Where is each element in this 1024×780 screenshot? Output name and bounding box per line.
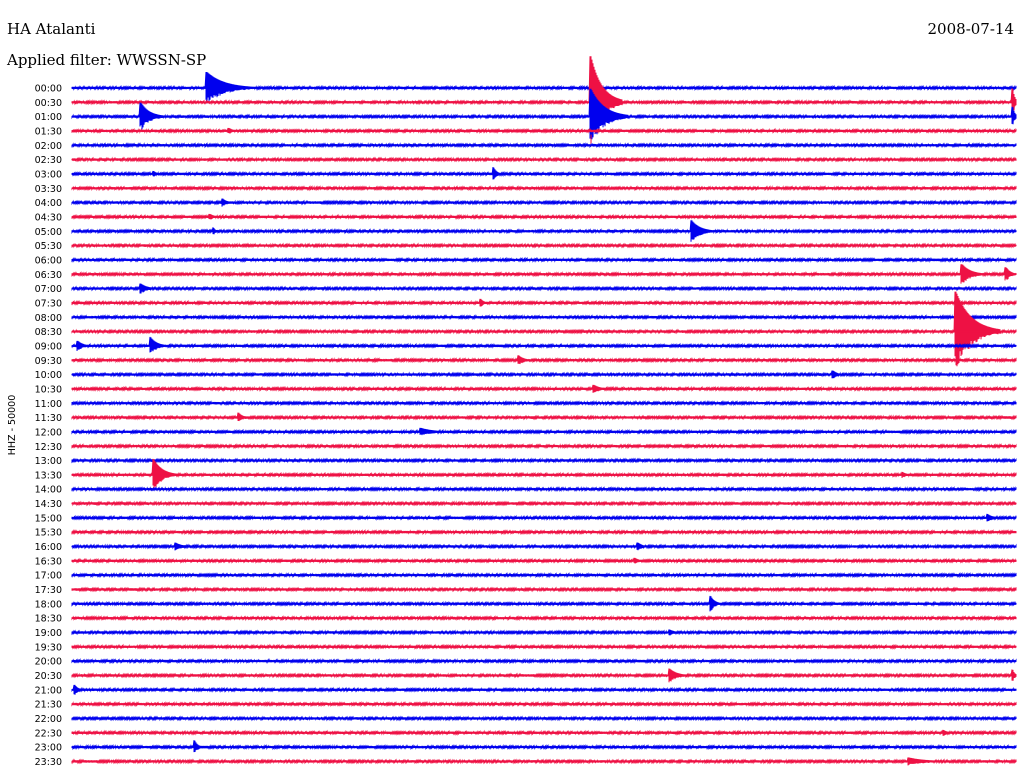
trace-row-0030 xyxy=(71,56,1017,147)
row-time-label: 05:30 xyxy=(35,241,62,252)
trace-row-1230 xyxy=(71,443,1017,450)
trace-row-2000 xyxy=(71,657,1017,665)
row-time-label: 10:30 xyxy=(35,384,62,395)
row-time-label: 00:00 xyxy=(35,84,62,95)
row-time-label: 09:00 xyxy=(35,341,62,352)
trace-row-0900 xyxy=(71,336,1017,353)
trace-row-1730 xyxy=(71,586,1017,593)
row-time-label: 06:00 xyxy=(35,256,62,267)
time-tick-group: 00:00 00:30 01:00 01:30 02:00 02:30 03:00 03:30… xyxy=(35,84,62,769)
trace-row-1030 xyxy=(71,384,1017,393)
trace-row-0700 xyxy=(71,283,1017,294)
row-time-label: 19:00 xyxy=(35,628,62,639)
trace-row-1200 xyxy=(71,427,1017,436)
trace-row-0130 xyxy=(71,127,1017,135)
row-time-label: 02:00 xyxy=(35,141,62,152)
row-time-label: 01:30 xyxy=(35,127,62,138)
trace-row-1530 xyxy=(71,528,1017,536)
trace-row-0730 xyxy=(71,298,1017,307)
row-time-label: 16:00 xyxy=(35,542,62,553)
row-time-label: 11:30 xyxy=(35,413,62,424)
trace-row-2200 xyxy=(71,715,1017,722)
trace-row-1400 xyxy=(71,485,1017,493)
trace-row-0200 xyxy=(71,142,1017,149)
trace-row-0300 xyxy=(71,166,1017,180)
trace-row-1600 xyxy=(71,542,1017,551)
row-time-label: 08:00 xyxy=(35,313,62,324)
trace-row-1630 xyxy=(71,557,1017,564)
trace-row-1700 xyxy=(71,571,1017,579)
row-time-label: 12:00 xyxy=(35,427,62,438)
row-time-label: 20:30 xyxy=(35,671,62,682)
row-time-label: 04:00 xyxy=(35,198,62,209)
trace-row-2330 xyxy=(71,757,1017,766)
row-time-label: 00:30 xyxy=(35,98,62,109)
row-time-label: 01:00 xyxy=(35,112,62,123)
row-time-label: 15:00 xyxy=(35,513,62,524)
row-time-label: 14:00 xyxy=(35,485,62,496)
trace-row-0430 xyxy=(71,213,1017,221)
row-time-label: 19:30 xyxy=(35,642,62,653)
trace-row-2030 xyxy=(71,668,1017,683)
row-time-label: 21:00 xyxy=(35,685,62,696)
row-time-label: 23:00 xyxy=(35,743,62,754)
trace-row-0930 xyxy=(71,355,1017,365)
channel-label: HHZ - 50000 xyxy=(7,395,18,455)
row-time-label: 16:30 xyxy=(35,556,62,567)
date-label: 2008-07-14 xyxy=(927,20,1014,38)
trace-row-1830 xyxy=(71,614,1017,622)
row-time-label: 04:30 xyxy=(35,213,62,224)
row-time-label: 07:00 xyxy=(35,284,62,295)
row-time-label: 21:30 xyxy=(35,700,62,711)
row-time-label: 13:00 xyxy=(35,456,62,467)
row-time-label: 18:30 xyxy=(35,614,62,625)
trace-row-0330 xyxy=(71,185,1017,192)
row-time-label: 14:30 xyxy=(35,499,62,510)
row-time-label: 15:30 xyxy=(35,528,62,539)
row-time-label: 03:00 xyxy=(35,170,62,181)
row-time-label: 13:30 xyxy=(35,470,62,481)
row-time-label: 11:00 xyxy=(35,399,62,410)
station-title: HA Atalanti xyxy=(7,20,96,38)
trace-row-0100 xyxy=(71,88,1017,140)
trace-row-1430 xyxy=(71,500,1017,507)
row-time-label: 07:30 xyxy=(35,298,62,309)
row-time-label: 03:30 xyxy=(35,184,62,195)
row-time-label: 06:30 xyxy=(35,270,62,281)
row-time-label: 18:00 xyxy=(35,599,62,610)
row-time-label: 10:00 xyxy=(35,370,62,381)
row-time-label: 02:30 xyxy=(35,155,62,166)
row-time-label: 09:30 xyxy=(35,356,62,367)
trace-group xyxy=(71,56,1017,766)
trace-row-1000 xyxy=(71,370,1017,379)
row-time-label: 12:30 xyxy=(35,442,62,453)
row-time-label: 17:00 xyxy=(35,571,62,582)
row-time-label: 22:00 xyxy=(35,714,62,725)
trace-row-0830 xyxy=(71,291,1017,367)
row-time-label: 17:30 xyxy=(35,585,62,596)
trace-row-1800 xyxy=(71,595,1017,612)
row-time-label: 20:00 xyxy=(35,657,62,668)
trace-row-2100 xyxy=(71,684,1017,695)
trace-row-2300 xyxy=(71,740,1017,753)
row-time-label: 22:30 xyxy=(35,728,62,739)
row-time-label: 08:30 xyxy=(35,327,62,338)
trace-row-1330 xyxy=(71,458,1017,491)
row-time-label: 05:00 xyxy=(35,227,62,238)
filter-label: Applied filter: WWSSN-SP xyxy=(7,51,207,69)
row-time-label: 23:30 xyxy=(35,757,62,768)
